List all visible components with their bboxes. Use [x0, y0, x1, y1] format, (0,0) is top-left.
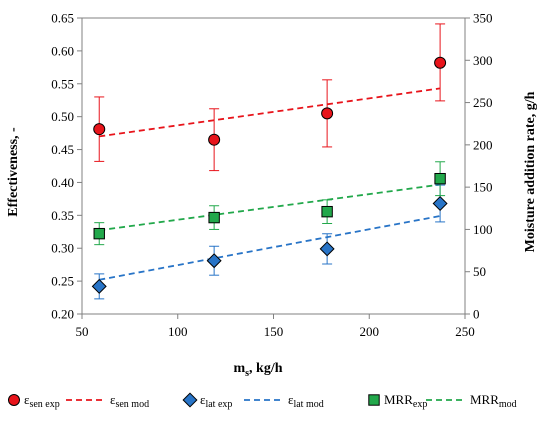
x-tick-label: 250	[455, 324, 475, 339]
y-left-tick-label: 0.25	[51, 274, 74, 289]
plot-area	[81, 17, 466, 315]
x-tick-label: 100	[168, 324, 188, 339]
y-left-tick-label: 0.35	[51, 208, 74, 223]
y-right-tick-label: 100	[473, 222, 493, 237]
y-right-tick-label: 300	[473, 53, 493, 68]
data-point-mrr-exp	[208, 211, 220, 224]
legend-marker--sen-exp	[8, 394, 20, 406]
legend-label-sub: sen mod	[115, 399, 149, 410]
legend-item-mrr-mod: MRRmod	[426, 392, 517, 410]
y-left-tick-label: 0.65	[51, 11, 74, 26]
y-left-tick-label: 0.30	[51, 241, 74, 256]
data-point--sen-exp	[434, 56, 447, 69]
data-point-mrr-exp	[321, 205, 333, 218]
legend-label-mrr-exp: MRRexp	[384, 392, 427, 410]
axes-layer: 50 100 150 200 250 0.20 0.25 0.30 0.35 0.40 0.45 0.…	[51, 11, 492, 340]
legend-label-main: ε	[288, 392, 294, 407]
legend-item--lat-mod: εlat mod	[244, 392, 324, 410]
x-tick-label: 150	[264, 324, 284, 339]
data-point--sen-exp	[93, 123, 106, 136]
legend-label-sub: lat exp	[205, 399, 232, 410]
legend-label-main: ε	[110, 392, 116, 407]
series-line-lat-mod	[99, 215, 441, 281]
legend-marker-mrr-exp	[368, 394, 380, 406]
x-axis-label-main: m	[233, 361, 245, 376]
legend-item--sen-exp: εsen exp	[8, 392, 60, 410]
data-point-mrr-exp	[93, 227, 105, 240]
series-line-sen-mod	[99, 87, 441, 138]
legend-item--lat-exp: εlat exp	[182, 392, 232, 410]
data-point--sen-exp	[321, 107, 334, 120]
y-right-tick-label: 50	[473, 264, 486, 279]
y-axis-left-label: Effectiveness, -	[6, 127, 21, 217]
legend-label-main: MRR	[470, 392, 499, 407]
x-axis-label: ms, kg/h	[233, 361, 282, 379]
legend-label-sub: lat mod	[293, 399, 323, 410]
y-right-tick-label: 250	[473, 95, 493, 110]
legend-label-sub: sen exp	[29, 399, 59, 410]
y-right-tick-label: 350	[473, 11, 493, 26]
data-point--lat-exp	[432, 195, 448, 212]
x-axis-label-sub: s	[245, 368, 249, 379]
x-axis-label-rest: , kg/h	[249, 361, 283, 376]
y-left-tick-label: 0.60	[51, 43, 74, 58]
x-tick-label: 50	[76, 324, 89, 339]
y-right-tick-label: 200	[473, 137, 493, 152]
y-right-tick-label: 0	[473, 307, 480, 322]
plot-frame	[81, 17, 466, 315]
y-left-tick-label: 0.20	[51, 307, 74, 322]
y-left-tick-label: 0.40	[51, 175, 74, 190]
legend: εsen exp εsen mod εlat exp εlat mod MRRexp MR…	[8, 392, 517, 410]
legend-label-sub: mod	[499, 399, 517, 410]
legend-label--sen-mod: εsen mod	[110, 392, 149, 410]
y-axis-right-label: Moisture addition rate, g/h	[523, 91, 538, 252]
y-left-tick-label: 0.50	[51, 109, 74, 124]
data-point-mrr-exp	[434, 172, 446, 185]
data-point--lat-exp	[206, 253, 222, 269]
legend-label-main: MRR	[384, 392, 413, 407]
legend-label-mrr-mod: MRRmod	[470, 392, 517, 410]
y-left-tick-label: 0.55	[51, 76, 74, 91]
legend-label-main: ε	[24, 392, 30, 407]
legend-item--sen-mod: εsen mod	[66, 392, 149, 410]
series-line-mod	[99, 183, 441, 232]
x-tick-label: 200	[360, 324, 380, 339]
data-point--lat-exp	[319, 241, 335, 257]
series-layer	[91, 23, 448, 300]
y-right-tick-label: 150	[473, 180, 493, 195]
legend-item-mrr-exp: MRRexp	[368, 392, 427, 410]
data-point--lat-exp	[91, 278, 107, 294]
data-point--sen-exp	[208, 133, 221, 146]
legend-label--lat-mod: εlat mod	[288, 392, 324, 410]
legend-label-main: ε	[200, 392, 206, 407]
y-left-tick-label: 0.45	[51, 142, 74, 157]
legend-label--lat-exp: εlat exp	[200, 392, 232, 410]
legend-label--sen-exp: εsen exp	[24, 392, 60, 410]
legend-marker--lat-exp	[182, 392, 198, 408]
legend-label-sub: exp	[413, 399, 427, 410]
